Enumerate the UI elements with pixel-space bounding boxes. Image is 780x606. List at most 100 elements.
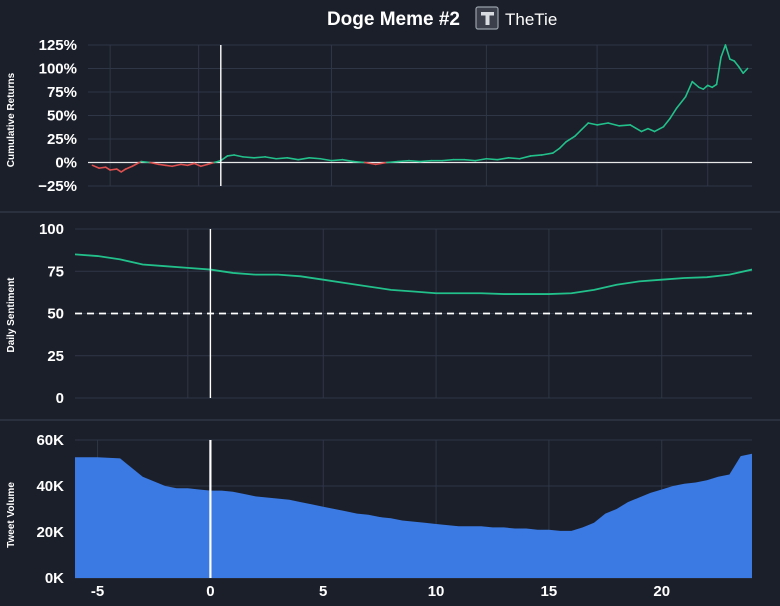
y-tick-label: 100 bbox=[39, 221, 64, 238]
x-tick-label: 5 bbox=[319, 583, 327, 600]
returns-line-segment bbox=[330, 158, 344, 162]
panel-background bbox=[0, 215, 780, 418]
returns-line-segment bbox=[698, 86, 705, 90]
returns-line-segment bbox=[233, 154, 244, 158]
returns-panel: 125% 100% 75% 50% 25% 0% −25% Cumulative Return… bbox=[0, 37, 780, 213]
returns-line-segment bbox=[441, 158, 455, 162]
returns-line-segment bbox=[120, 168, 127, 173]
returns-line-segment bbox=[171, 163, 182, 168]
y-tick-label: 25% bbox=[47, 131, 77, 148]
chart-title: Doge Meme #2 bbox=[327, 9, 460, 30]
sentiment-panel: 100 75 50 25 0 Daily Sentiment bbox=[0, 215, 780, 421]
y-axis-label: Tweet Volume bbox=[6, 482, 17, 548]
returns-line-segment bbox=[737, 65, 744, 74]
returns-line-segment bbox=[363, 161, 377, 166]
returns-line-segment bbox=[200, 163, 209, 168]
returns-line-segment bbox=[164, 164, 173, 168]
y-axis-label: Daily Sentiment bbox=[6, 277, 17, 353]
returns-line-segment bbox=[706, 84, 713, 89]
y-axis-label: Cumulative Returns bbox=[6, 72, 17, 167]
returns-line-segment bbox=[308, 157, 322, 160]
returns-line-segment bbox=[640, 127, 649, 133]
tweet-volume-area bbox=[75, 453, 752, 578]
returns-line-segment bbox=[653, 125, 665, 133]
returns-line-segment bbox=[715, 56, 722, 86]
returns-line-segment bbox=[733, 60, 740, 68]
thetie-logo-icon bbox=[475, 6, 499, 30]
returns-line-segment bbox=[463, 158, 477, 162]
returns-line-segment bbox=[720, 44, 727, 59]
returns-line-segment bbox=[684, 80, 694, 98]
y-tick-label: 100% bbox=[39, 61, 77, 78]
returns-line-segment bbox=[596, 122, 609, 126]
returns-line-segment bbox=[275, 157, 289, 160]
returns-line-segment bbox=[124, 165, 134, 170]
y-tick-label: 50% bbox=[47, 108, 77, 125]
returns-line-segment bbox=[149, 161, 160, 166]
returns-line-segment bbox=[662, 117, 671, 128]
y-tick-label: 40K bbox=[36, 478, 64, 495]
returns-line-segment bbox=[419, 159, 432, 163]
y-tick-label: 50 bbox=[47, 306, 64, 323]
returns-line-segment bbox=[669, 107, 678, 120]
returns-line-segment bbox=[618, 124, 632, 127]
returns-line-segment bbox=[551, 147, 561, 154]
returns-line-segment bbox=[91, 164, 100, 169]
returns-line-segment bbox=[729, 58, 736, 62]
returns-line-segment bbox=[297, 157, 311, 161]
volume-panel: 60K 40K 20K 0K Tweet Volume -5 0 5 10 15 20 bbox=[0, 424, 780, 604]
returns-line-segment bbox=[580, 122, 590, 131]
returns-line-segment bbox=[158, 163, 167, 167]
returns-line-segment bbox=[319, 157, 333, 162]
y-tick-label: 0% bbox=[55, 155, 77, 172]
y-tick-label: 60K bbox=[36, 432, 64, 449]
returns-line-segment bbox=[496, 157, 510, 161]
y-tick-label: 75 bbox=[47, 263, 64, 280]
returns-line-segment bbox=[558, 141, 567, 150]
returns-line-segment bbox=[518, 155, 532, 160]
returns-line-segment bbox=[385, 160, 399, 164]
returns-line-segment bbox=[485, 157, 499, 161]
returns-line-segment bbox=[131, 160, 142, 168]
returns-line-segment bbox=[213, 159, 222, 164]
returns-line-segment bbox=[587, 122, 598, 126]
returns-line-segment bbox=[607, 122, 621, 127]
returns-line-segment bbox=[98, 166, 107, 169]
y-tick-label: 25 bbox=[47, 348, 64, 365]
returns-line-segment bbox=[574, 128, 583, 137]
returns-line-segment bbox=[140, 160, 151, 164]
returns-line-segment bbox=[186, 162, 196, 167]
x-tick-label: -5 bbox=[91, 583, 104, 600]
returns-line-segment bbox=[286, 157, 300, 161]
returns-line-segment bbox=[529, 154, 543, 157]
y-tick-label: 20K bbox=[36, 524, 64, 541]
returns-line-segment bbox=[374, 161, 388, 166]
returns-line-segment bbox=[742, 67, 749, 74]
returns-line-segment bbox=[115, 168, 122, 173]
returns-line-segment bbox=[629, 124, 643, 133]
returns-line-segment bbox=[724, 44, 731, 60]
x-tick-label: 10 bbox=[428, 583, 445, 600]
returns-line-segment bbox=[474, 157, 488, 162]
x-tick-label: 15 bbox=[541, 583, 558, 600]
returns-line-segment bbox=[647, 127, 656, 133]
y-tick-label: −25% bbox=[38, 178, 77, 195]
returns-line-segment bbox=[507, 157, 521, 160]
returns-line-segment bbox=[397, 159, 410, 163]
y-tick-label: 125% bbox=[39, 37, 77, 54]
y-tick-label: 0K bbox=[45, 570, 64, 587]
brand-name: TheTie bbox=[505, 10, 557, 29]
returns-line-segment bbox=[691, 80, 700, 89]
x-tick-label: 0 bbox=[206, 583, 214, 600]
returns-line-segment bbox=[193, 162, 202, 168]
returns-line-segment bbox=[220, 155, 229, 162]
y-tick-label: 0 bbox=[56, 390, 64, 407]
returns-line-segment bbox=[341, 158, 355, 163]
returns-line-segment bbox=[180, 163, 189, 167]
returns-line-segment bbox=[226, 154, 235, 157]
returns-line-segment bbox=[352, 160, 366, 164]
returns-line-segment bbox=[264, 156, 277, 160]
returns-line-segment bbox=[253, 156, 266, 159]
